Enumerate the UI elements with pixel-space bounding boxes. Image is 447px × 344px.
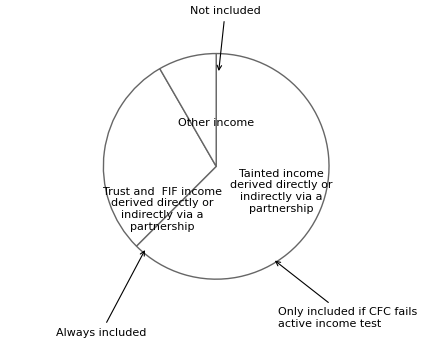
- Text: Other income: Other income: [178, 118, 254, 129]
- Text: Not included: Not included: [190, 6, 261, 70]
- Text: Tainted income
derived directly or
indirectly via a
partnership: Tainted income derived directly or indir…: [230, 169, 333, 214]
- Wedge shape: [136, 54, 329, 279]
- Text: Only included if CFC fails
active income test: Only included if CFC fails active income…: [276, 261, 417, 329]
- Text: Always included: Always included: [56, 251, 146, 337]
- Text: Trust and  FIF income
derived directly or
indirectly via a
partnership: Trust and FIF income derived directly or…: [102, 187, 222, 232]
- Wedge shape: [103, 69, 216, 246]
- Wedge shape: [160, 54, 216, 166]
